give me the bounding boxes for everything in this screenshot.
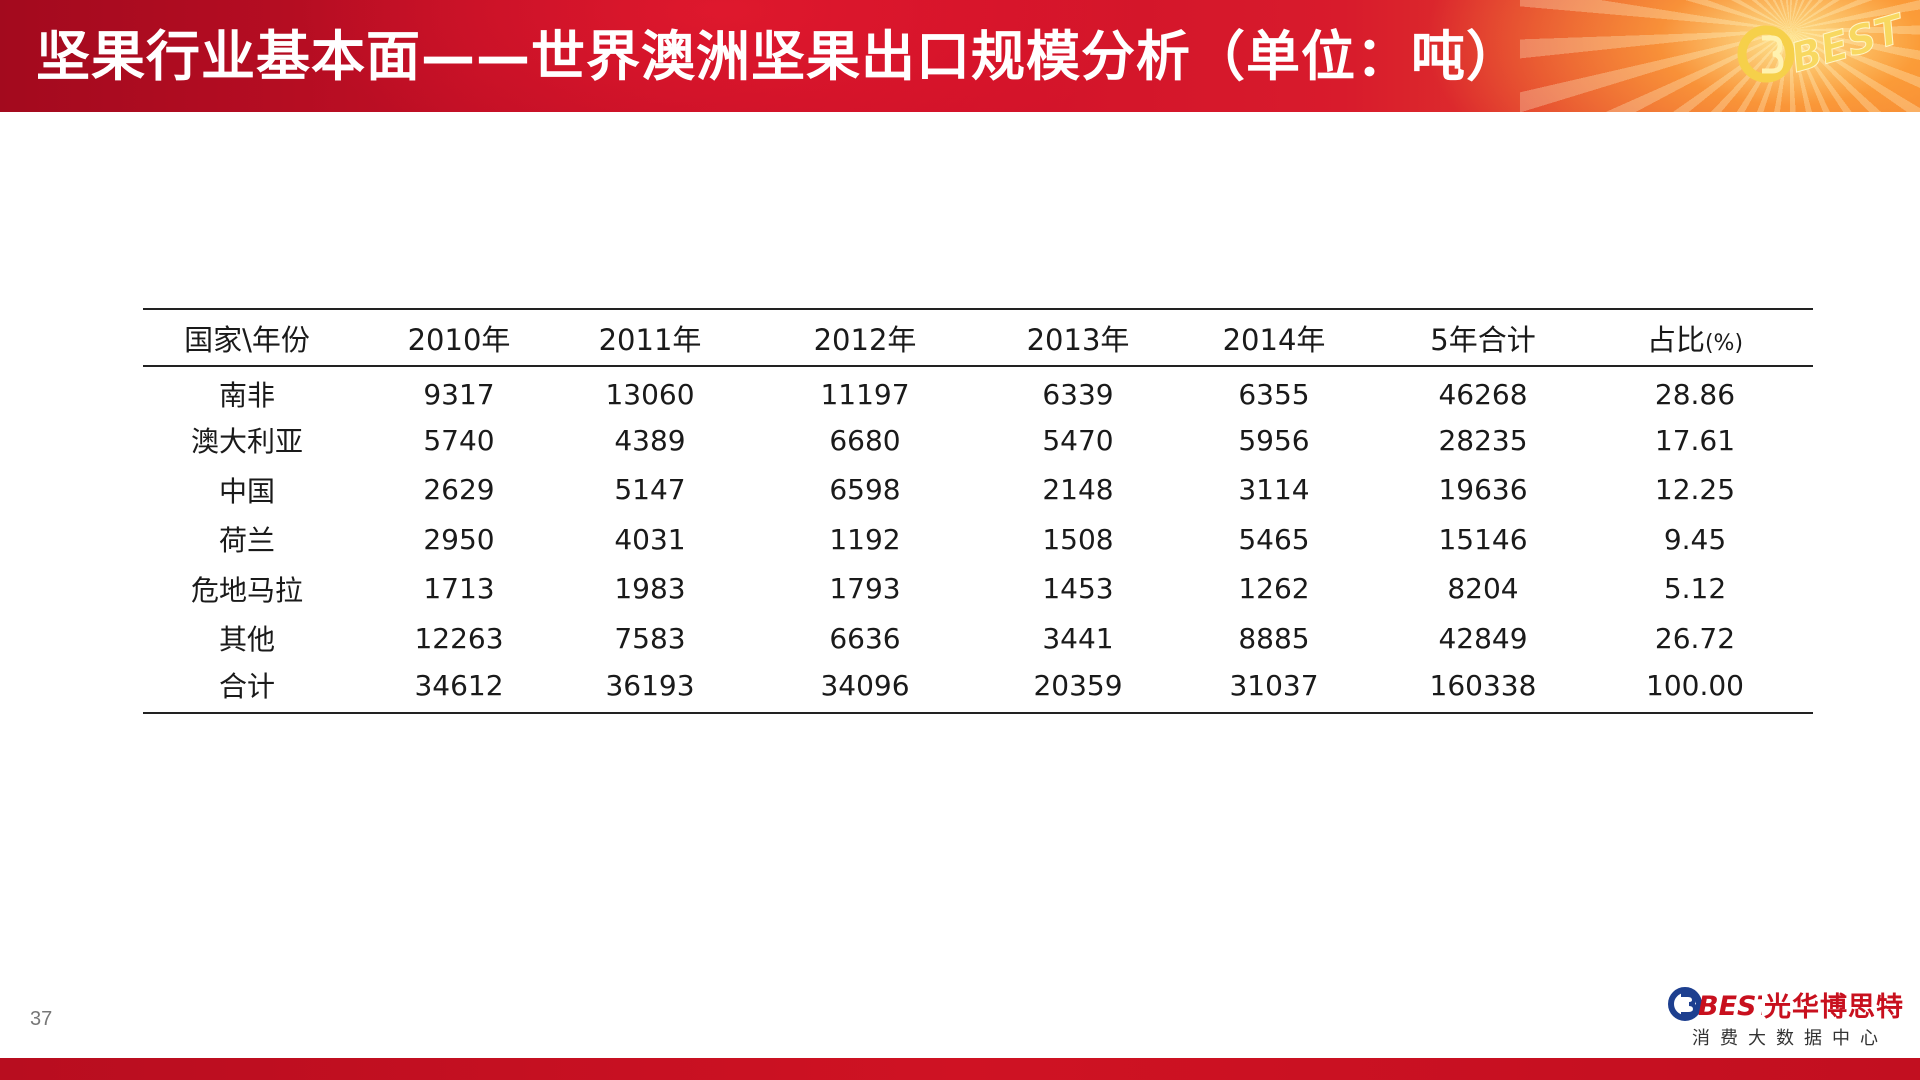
cell-2011: 4389 <box>614 423 686 457</box>
header-banner: 坚果行业基本面——世界澳洲坚果出口规模分析（单位：吨） BEST <box>0 0 1920 112</box>
cell-2013: 1508 <box>1042 522 1114 556</box>
cell-2014: 8885 <box>1238 621 1310 655</box>
cell-2014: 31037 <box>1229 668 1319 702</box>
bottom-bar <box>0 1058 1920 1080</box>
column-header-2014: 2014年 <box>1222 322 1326 357</box>
cell-share: 17.61 <box>1654 423 1736 457</box>
cell-2011: 36193 <box>605 668 695 702</box>
logo-emblem <box>1737 25 1795 83</box>
cell-share: 28.86 <box>1654 377 1736 411</box>
cell-2010: 2950 <box>423 522 495 556</box>
cell-2010: 9317 <box>423 377 495 411</box>
cell-2012: 6598 <box>829 473 901 507</box>
cell-2012: 34096 <box>820 668 910 702</box>
column-header-5yr-total: 5年合计 <box>1430 322 1536 357</box>
cell-2013: 1453 <box>1042 572 1114 606</box>
cell-2010: 5740 <box>423 423 495 457</box>
table-row: 南非 9317 13060 11197 6339 6355 46268 28.8… <box>143 366 1813 416</box>
cell-2010: 1713 <box>423 572 495 606</box>
logo-text: BEST <box>1786 8 1911 82</box>
cell-2012: 1192 <box>829 522 901 556</box>
cell-2012: 1793 <box>829 572 901 606</box>
column-header-share: 占比(%) <box>1577 309 1813 366</box>
best-logo-icon: BEST <box>1737 8 1911 83</box>
table-header-row: 国家\年份 2010年 2011年 2012年 2013年 2014年 5年合计… <box>143 309 1813 366</box>
cell-country: 澳大利亚 <box>190 425 303 459</box>
export-volume-table: 国家\年份 2010年 2011年 2012年 2013年 2014年 5年合计… <box>143 308 1813 714</box>
brand-logo-text: BEST <box>1698 991 1762 1022</box>
cell-2011: 5147 <box>614 473 686 507</box>
cell-share: 26.72 <box>1654 621 1736 655</box>
cell-5yr-total: 28235 <box>1438 423 1528 457</box>
page-number: 37 <box>30 1008 53 1030</box>
brand-name: 光华博思特 <box>1764 991 1904 1023</box>
cell-2014: 6355 <box>1238 377 1310 411</box>
cell-5yr-total: 8204 <box>1447 572 1519 606</box>
column-header-2012: 2012年 <box>813 322 917 357</box>
footer-brand-logo: BEST 光华博思特 消费大数据中心 <box>1668 984 1908 1050</box>
cell-country: 南非 <box>218 379 275 413</box>
table-row: 中国 2629 5147 6598 2148 3114 19636 12.25 <box>143 465 1813 515</box>
share-unit: (%) <box>1704 330 1744 356</box>
column-header-2013: 2013年 <box>1026 322 1130 357</box>
cell-2014: 5956 <box>1238 423 1310 457</box>
cell-country: 合计 <box>218 670 275 704</box>
cell-2011: 13060 <box>605 377 695 411</box>
column-header-country-year: 国家\年份 <box>184 322 310 357</box>
table-row: 荷兰 2950 4031 1192 1508 5465 15146 9.45 <box>143 515 1813 565</box>
cell-5yr-total: 15146 <box>1438 522 1528 556</box>
table-total-row: 合计 34612 36193 34096 20359 31037 160338 … <box>143 663 1813 713</box>
column-header-2011: 2011年 <box>598 322 702 357</box>
cell-country: 中国 <box>218 474 275 508</box>
cell-country: 其他 <box>218 623 275 657</box>
export-table-container: 国家\年份 2010年 2011年 2012年 2013年 2014年 5年合计… <box>143 308 1813 714</box>
cell-share: 100.00 <box>1646 668 1744 702</box>
cell-2011: 1983 <box>614 572 686 606</box>
footer-brand-row: BEST 光华博思特 <box>1668 984 1904 1024</box>
table-row: 危地马拉 1713 1983 1793 1453 1262 8204 5.12 <box>143 564 1813 614</box>
brand-subtitle: 消费大数据中心 <box>1692 1028 1888 1049</box>
page-title: 坚果行业基本面——世界澳洲坚果出口规模分析（单位：吨） <box>36 25 1521 88</box>
cell-2011: 4031 <box>614 522 686 556</box>
cell-2010: 34612 <box>414 668 504 702</box>
cell-2013: 5470 <box>1042 423 1114 457</box>
cell-5yr-total: 160338 <box>1429 668 1537 702</box>
cell-share: 12.25 <box>1654 473 1736 507</box>
cell-2014: 1262 <box>1238 572 1310 606</box>
share-label: 占比 <box>1646 322 1705 357</box>
cell-2010: 2629 <box>423 473 495 507</box>
table-row: 其他 12263 7583 6636 3441 8885 42849 26.72 <box>143 614 1813 664</box>
cell-5yr-total: 46268 <box>1438 377 1528 411</box>
banner-light-rays <box>1520 0 1920 112</box>
cell-2013: 6339 <box>1042 377 1114 411</box>
cell-2012: 6636 <box>829 621 901 655</box>
cell-2012: 6680 <box>829 423 901 457</box>
cell-2011: 7583 <box>614 621 686 655</box>
cell-2013: 20359 <box>1033 668 1123 702</box>
cell-2014: 5465 <box>1238 522 1310 556</box>
cell-5yr-total: 42849 <box>1438 621 1528 655</box>
cell-2012: 11197 <box>820 377 910 411</box>
cell-2014: 3114 <box>1238 473 1310 507</box>
cell-5yr-total: 19636 <box>1438 473 1528 507</box>
best-brand-icon: BEST <box>1668 987 1762 1022</box>
table-row: 澳大利亚 5740 4389 6680 5470 5956 28235 17.6… <box>143 416 1813 466</box>
cell-2010: 12263 <box>414 621 504 655</box>
cell-share: 5.12 <box>1663 572 1727 606</box>
column-header-2010: 2010年 <box>407 322 511 357</box>
cell-2013: 2148 <box>1042 473 1114 507</box>
cell-2013: 3441 <box>1042 621 1114 655</box>
cell-share: 9.45 <box>1663 522 1727 556</box>
cell-country: 荷兰 <box>218 524 275 558</box>
cell-country: 危地马拉 <box>190 573 303 607</box>
